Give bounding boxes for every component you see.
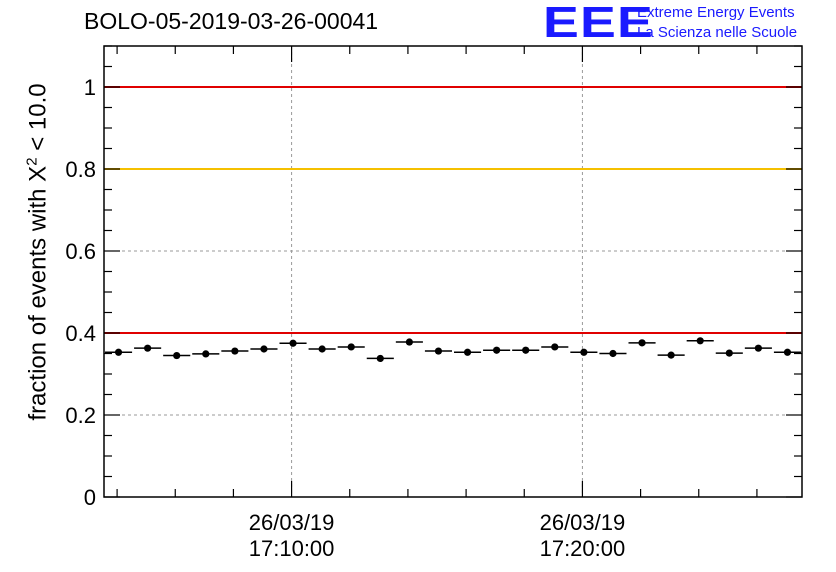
logo-text-line1: Extreme Energy Events	[637, 4, 795, 21]
data-point	[231, 347, 239, 355]
y-tick-label: 0.2	[65, 403, 96, 428]
x-tick-label-date: 26/03/19	[540, 510, 626, 535]
data-point	[638, 339, 646, 347]
data-point	[434, 347, 443, 355]
data-point	[260, 345, 268, 353]
x-tick-label-time: 17:10:00	[249, 536, 335, 561]
data-point	[493, 346, 501, 354]
data-point	[318, 345, 326, 353]
data-point	[114, 348, 123, 356]
data-point	[376, 354, 384, 363]
axes	[103, 45, 803, 498]
data-point	[783, 348, 792, 356]
x-tick-label-date: 26/03/19	[249, 510, 335, 535]
data-point	[725, 349, 733, 357]
grid-layer	[104, 46, 802, 497]
y-tick-label: 1	[84, 75, 96, 100]
data-point	[173, 351, 181, 360]
data-point	[144, 344, 152, 352]
tick-labels: 00.20.40.60.8126/03/1917:10:0026/03/1917…	[65, 75, 625, 561]
eee-logo: EEE	[543, 0, 655, 47]
data-point	[580, 348, 588, 356]
data-point	[289, 339, 297, 347]
chart-title: BOLO-05-2019-03-26-00041	[84, 8, 379, 34]
logo-text-line2: La Scienza nelle Scuole	[637, 24, 798, 41]
y-tick-label: 0.6	[65, 239, 96, 264]
data-point	[347, 343, 355, 351]
data-point	[405, 338, 413, 346]
data-point	[609, 349, 617, 358]
data-point	[463, 348, 472, 356]
x-tick-label-time: 17:20:00	[540, 536, 626, 561]
y-tick-label: 0.4	[65, 321, 96, 346]
reference-lines	[104, 86, 802, 334]
data-point	[202, 350, 210, 358]
data-point	[551, 343, 559, 351]
y-tick-label: 0	[84, 485, 96, 510]
data-points	[105, 337, 801, 363]
y-tick-label: 0.8	[65, 157, 96, 182]
data-point	[522, 346, 530, 354]
plot-frame	[103, 45, 803, 498]
data-point	[696, 337, 704, 345]
data-point	[754, 344, 762, 352]
data-point	[667, 351, 675, 359]
